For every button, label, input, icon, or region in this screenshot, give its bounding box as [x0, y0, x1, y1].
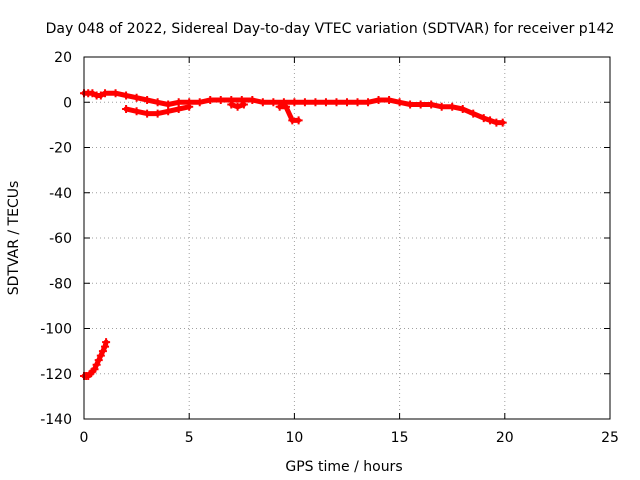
data-point [416, 100, 425, 109]
series-dip-around-9.5h [275, 102, 303, 125]
data-point [290, 98, 299, 107]
data-point [479, 114, 488, 123]
y-tick-label: 20 [54, 50, 72, 66]
data-point [300, 98, 309, 107]
data-point [98, 347, 107, 356]
data-point [143, 109, 152, 118]
x-tick-label: 15 [391, 430, 409, 446]
series-dip-around-7h [227, 100, 248, 111]
data-point [227, 100, 236, 109]
data-point [311, 98, 320, 107]
data-point [216, 95, 225, 104]
y-axis-label: SDTVAR / TECUs [6, 181, 22, 296]
data-point [92, 360, 101, 369]
data-point [90, 365, 99, 374]
data-layer [80, 89, 507, 381]
data-point [102, 338, 111, 347]
series-trace [277, 104, 302, 123]
grid-layer [84, 57, 610, 419]
data-point [96, 91, 105, 100]
y-tick-label: -120 [40, 367, 72, 383]
data-point [406, 100, 415, 109]
data-point [239, 100, 248, 109]
data-point [185, 102, 194, 111]
data-point [294, 116, 303, 125]
data-point [122, 91, 131, 100]
y-tick-label: -60 [49, 231, 72, 247]
series-lower-segment [122, 102, 194, 118]
data-point [374, 95, 383, 104]
data-point [395, 98, 404, 107]
data-point [427, 100, 436, 109]
x-tick-label: 5 [185, 430, 194, 446]
data-point [132, 107, 141, 116]
data-point [101, 342, 110, 351]
data-point [258, 98, 267, 107]
data-point [281, 102, 290, 111]
data-point [94, 356, 103, 365]
y-tick-label: -140 [40, 412, 72, 428]
x-axis-label: GPS time / hours [285, 459, 402, 475]
data-point [321, 98, 330, 107]
data-point [437, 102, 446, 111]
data-point [143, 95, 152, 104]
data-point [353, 98, 362, 107]
x-tick-label: 10 [285, 430, 303, 446]
data-point [164, 107, 173, 116]
y-tick-label: -100 [40, 322, 72, 338]
data-point [132, 93, 141, 102]
data-point [164, 100, 173, 109]
data-point [153, 98, 162, 107]
data-point [96, 351, 105, 360]
series-main-trace [80, 89, 507, 127]
data-point [111, 89, 120, 98]
data-point [343, 98, 351, 107]
data-point [101, 89, 110, 98]
x-tick-label: 25 [601, 430, 619, 446]
y-tick-label: -80 [49, 276, 72, 292]
data-point [332, 98, 341, 107]
data-point [233, 102, 242, 111]
data-point [153, 109, 162, 118]
data-point [206, 95, 215, 104]
data-point [469, 109, 478, 118]
data-point [269, 98, 278, 107]
x-tick-label: 20 [496, 430, 514, 446]
data-point [88, 89, 97, 98]
data-point [458, 105, 467, 114]
data-point [448, 102, 457, 111]
y-tick-label: -40 [49, 186, 72, 202]
data-point [122, 105, 131, 114]
data-point [174, 105, 183, 114]
data-point [364, 98, 373, 107]
data-point [385, 95, 394, 104]
chart-title: Day 048 of 2022, Sidereal Day-to-day VTE… [46, 21, 615, 37]
data-point [248, 95, 257, 104]
data-point [486, 116, 495, 125]
plot-frame [83, 56, 611, 420]
data-point [174, 98, 183, 107]
y-tick-label: -20 [49, 141, 72, 157]
x-tick-label: 0 [80, 430, 89, 446]
data-point [498, 118, 507, 127]
data-point [195, 98, 204, 107]
series-early-outlier-trace [80, 338, 111, 381]
y-tick-label: 0 [63, 95, 72, 111]
